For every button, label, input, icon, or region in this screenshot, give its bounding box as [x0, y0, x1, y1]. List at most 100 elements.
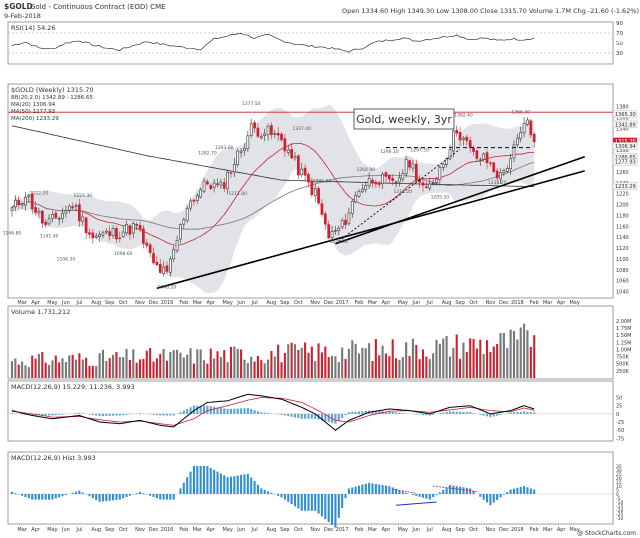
- candle-body: [135, 224, 138, 226]
- macd-hist-bar: [300, 413, 303, 419]
- macd-hist-bar: [192, 405, 195, 414]
- hist-bar: [324, 494, 327, 520]
- macd-hist-bar: [78, 412, 81, 414]
- volume-bar: [297, 349, 300, 378]
- candle-body: [404, 158, 408, 174]
- hist-bar: [219, 473, 222, 494]
- volume-bar: [526, 330, 529, 378]
- volume-bar: [499, 333, 502, 378]
- hist-bar: [277, 494, 280, 496]
- macd-hist-bar: [479, 413, 482, 415]
- volume-bar: [101, 349, 105, 378]
- volume-bar: [273, 356, 276, 378]
- macd-hist-bar: [101, 413, 105, 417]
- price-x-label: Aug: [267, 300, 277, 306]
- volume-bar: [307, 352, 310, 378]
- macd-hist-bar: [320, 413, 323, 421]
- macd-hist-bar: [179, 412, 182, 414]
- hist-x-label: Apr: [206, 527, 216, 533]
- macd-panel: [7, 380, 614, 442]
- price-tick-label: 1200: [616, 203, 629, 209]
- macd-hist-bar: [108, 413, 111, 416]
- volume-bar: [37, 353, 40, 378]
- macd-hist-bar: [297, 413, 300, 419]
- volume-bar: [152, 361, 155, 378]
- macd-hist-bar: [138, 413, 142, 414]
- candle-body: [337, 227, 341, 232]
- macd-hist-bar: [499, 413, 502, 415]
- macd-hist-bar: [361, 411, 364, 414]
- macd-hist-bar: [462, 411, 465, 414]
- candle-body: [516, 137, 519, 146]
- price-x-label: Jul: [251, 300, 258, 306]
- hist-bar: [138, 491, 142, 494]
- candle-body: [468, 140, 472, 148]
- volume-bar: [128, 359, 131, 378]
- hist-x-label: Jun: [61, 527, 70, 533]
- price-x-label: Feb: [179, 300, 188, 306]
- volume-tick-label: 250K: [616, 369, 630, 375]
- hist-x-label: Sep: [455, 527, 464, 533]
- price-point-label: 1098.60: [114, 251, 133, 257]
- candle-body: [243, 147, 246, 151]
- candle-body: [125, 224, 128, 234]
- volume-bar: [14, 358, 17, 378]
- macd-hist-bar: [506, 413, 509, 414]
- hist-bar: [196, 466, 199, 494]
- hist-bar: [250, 477, 253, 494]
- candle-body: [128, 225, 132, 235]
- hist-bar: [425, 494, 428, 499]
- volume-bar: [368, 343, 371, 378]
- volume-bar: [482, 353, 485, 378]
- candle-body: [374, 181, 378, 185]
- candle-body: [81, 216, 85, 222]
- macd-legend: MACD(12,26,9) 15.229, 11.236, 3.993: [11, 383, 135, 391]
- macd-hist-bar: [307, 413, 310, 419]
- candle-body: [216, 183, 219, 185]
- candle-body: [509, 158, 512, 170]
- volume-bar: [263, 363, 266, 378]
- candle-body: [354, 194, 357, 203]
- hist-bar: [442, 489, 445, 494]
- chart-quote: Open 1334.60 High 1349.30 Low 1308.00 Cl…: [342, 7, 639, 15]
- macd-hist-bar: [216, 407, 219, 414]
- volume-tick-label: 1.25M: [616, 340, 631, 346]
- volume-bar: [91, 365, 94, 378]
- volume-bar: [452, 347, 455, 378]
- candle-body: [286, 149, 290, 153]
- macd-hist-bar: [229, 408, 233, 414]
- price-x-label: Oct: [119, 300, 128, 306]
- volume-bar: [186, 354, 189, 378]
- hist-bar: [293, 494, 297, 507]
- hist-bar: [169, 494, 172, 500]
- macd-hist-bar: [489, 413, 492, 418]
- volume-bar: [162, 349, 165, 378]
- macd-hist-bar: [223, 408, 226, 414]
- macd-hist-bar: [472, 413, 475, 414]
- volume-bar: [357, 353, 361, 378]
- price-current-label-box: [612, 110, 638, 118]
- price-legend-ma20: MA(20) 1306.94: [11, 102, 56, 108]
- hist-bar: [411, 494, 414, 495]
- macd-hist-bar: [95, 413, 98, 416]
- macd-line: [11, 393, 535, 431]
- candle-body: [169, 258, 172, 273]
- macd-hist-bar: [155, 413, 158, 416]
- volume-bar: [523, 323, 526, 378]
- macd-hist-bar: [253, 410, 256, 414]
- volume-bar: [378, 355, 381, 378]
- hist-bar: [384, 485, 388, 494]
- hist-bar: [37, 494, 40, 500]
- candle-body: [246, 135, 250, 150]
- volume-bar: [44, 362, 47, 378]
- candle-body: [182, 219, 186, 225]
- volume-bar: [199, 349, 202, 378]
- candle-body: [408, 160, 411, 168]
- price-tick-label: 1080: [616, 268, 629, 274]
- hist-bar: [307, 494, 310, 511]
- volume-bar: [344, 358, 347, 378]
- volume-bar: [10, 361, 14, 378]
- volume-bar: [391, 339, 394, 378]
- price-point-label: 1146.80: [3, 230, 22, 236]
- candle-body: [344, 219, 347, 225]
